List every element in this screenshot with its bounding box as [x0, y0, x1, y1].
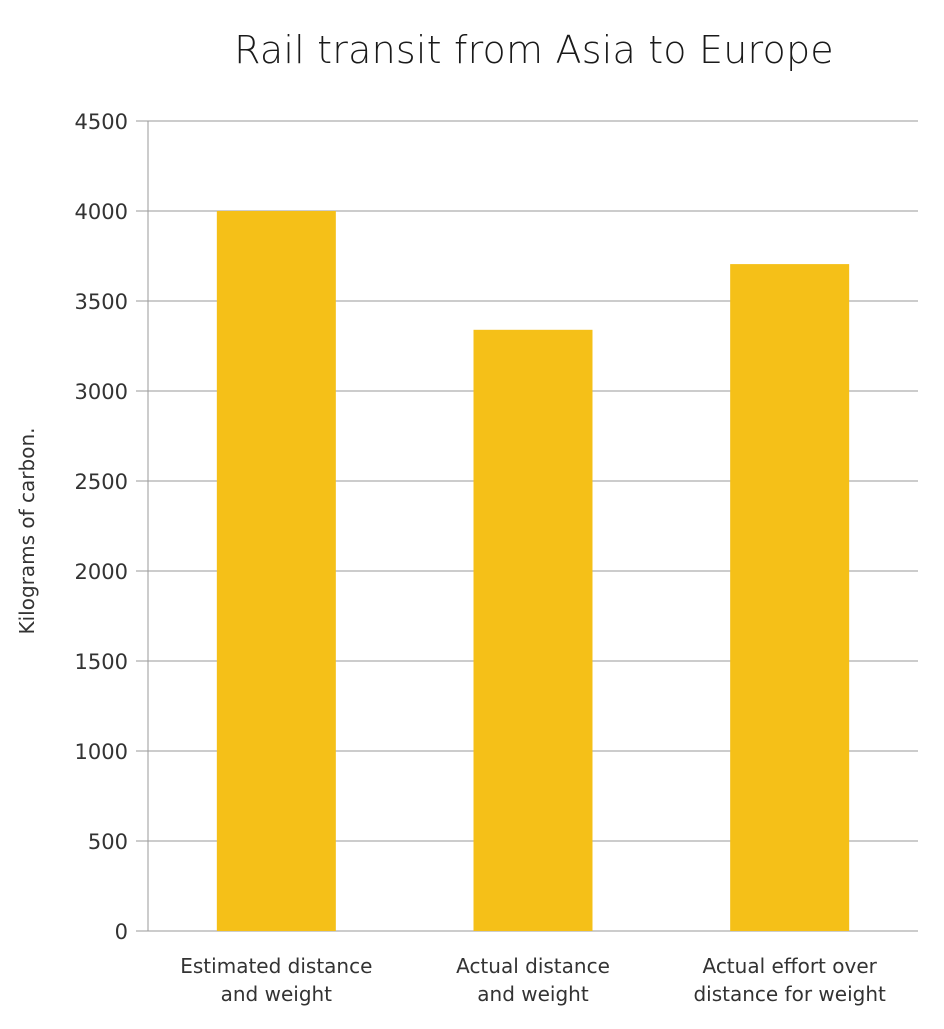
y-tick-label: 4000	[75, 200, 128, 224]
bar	[730, 264, 850, 932]
y-tick-label: 0	[115, 920, 128, 944]
chart-title: Rail transit from Asia to Europe	[234, 28, 834, 72]
label-layer: 0 500 1000 1500 2000 2500 3000 3500 4000 4500 Esti…	[75, 110, 886, 1006]
x-category-label: Actual effort over	[702, 954, 877, 978]
y-tick-label: 2000	[75, 560, 128, 584]
x-category-label: Estimated distance	[180, 954, 372, 978]
x-category-label: and weight	[221, 982, 333, 1006]
y-tick-label: 1000	[75, 740, 128, 764]
x-category-label: and weight	[477, 982, 589, 1006]
y-tick-label: 4500	[75, 110, 128, 134]
y-tick-label: 3000	[75, 380, 128, 404]
x-category-label: Actual distance	[456, 954, 610, 978]
y-axis-title: Kilograms of carbon.	[15, 428, 39, 635]
y-tick-label: 500	[88, 830, 128, 854]
y-tick-label: 2500	[75, 470, 128, 494]
bar	[473, 329, 593, 931]
x-category-label: distance for weight	[693, 982, 886, 1006]
y-tick-label: 1500	[75, 650, 128, 674]
bar-layer	[216, 211, 850, 932]
bar	[216, 211, 336, 931]
y-tick-label: 3500	[75, 290, 128, 314]
